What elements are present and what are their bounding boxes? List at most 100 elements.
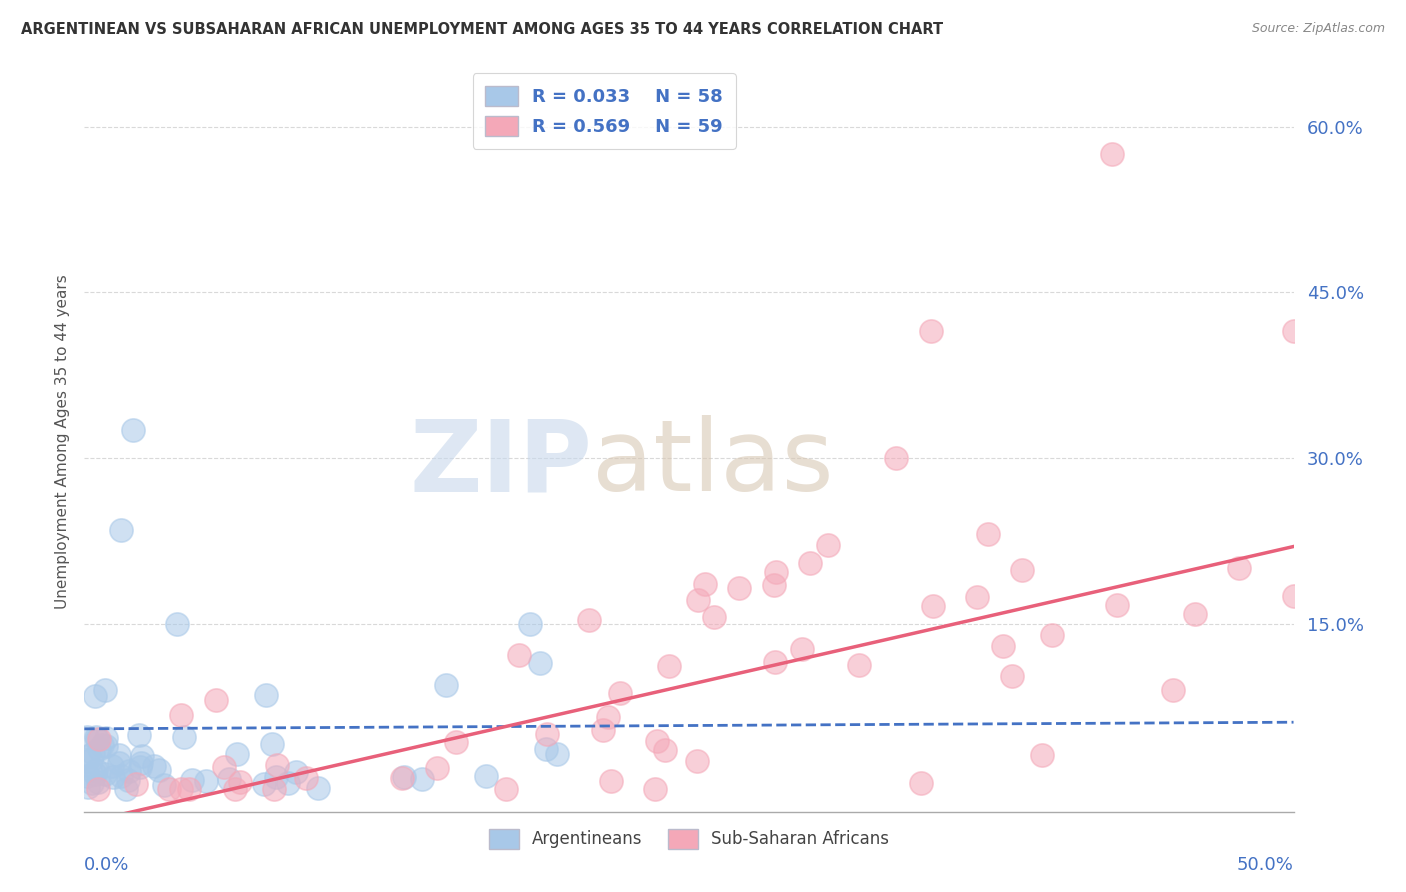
Point xyxy=(529,656,551,670)
Point xyxy=(609,686,631,700)
Point xyxy=(254,688,277,702)
Point xyxy=(96,731,118,745)
Point xyxy=(1161,683,1184,698)
Point xyxy=(148,764,170,778)
Point xyxy=(262,737,284,751)
Point xyxy=(884,450,907,465)
Point xyxy=(166,616,188,631)
Point xyxy=(89,732,111,747)
Point xyxy=(173,730,195,744)
Text: Source: ZipAtlas.com: Source: ZipAtlas.com xyxy=(1251,22,1385,36)
Point xyxy=(87,774,110,789)
Point xyxy=(204,693,226,707)
Point xyxy=(107,748,129,763)
Point xyxy=(266,770,288,784)
Point xyxy=(765,566,787,580)
Point xyxy=(693,576,716,591)
Point xyxy=(977,527,1000,541)
Point xyxy=(599,773,621,788)
Point xyxy=(1031,748,1053,763)
Point xyxy=(110,523,132,537)
Point xyxy=(277,776,299,790)
Point xyxy=(153,778,176,792)
Point xyxy=(1107,598,1129,612)
Point xyxy=(922,599,945,613)
Point xyxy=(82,746,104,760)
Point xyxy=(101,759,124,773)
Point xyxy=(411,772,433,786)
Point xyxy=(229,774,252,789)
Point xyxy=(294,771,316,785)
Point xyxy=(177,781,200,796)
Point xyxy=(799,556,821,570)
Point xyxy=(114,781,136,796)
Point xyxy=(117,772,139,787)
Point xyxy=(1040,628,1063,642)
Legend: Argentineans, Sub-Saharan Africans: Argentineans, Sub-Saharan Africans xyxy=(482,822,896,855)
Point xyxy=(194,774,217,789)
Point xyxy=(86,730,108,744)
Point xyxy=(519,616,541,631)
Point xyxy=(391,771,413,785)
Point xyxy=(546,747,568,761)
Point xyxy=(86,732,108,747)
Point xyxy=(728,581,751,595)
Point xyxy=(83,689,105,703)
Point xyxy=(214,760,236,774)
Point xyxy=(129,760,152,774)
Point xyxy=(266,757,288,772)
Point xyxy=(688,593,710,607)
Point xyxy=(76,769,98,783)
Text: ZIP: ZIP xyxy=(409,416,592,512)
Point xyxy=(110,769,132,783)
Point xyxy=(83,766,105,780)
Point xyxy=(658,659,681,673)
Point xyxy=(1282,324,1305,338)
Text: ARGENTINEAN VS SUBSAHARAN AFRICAN UNEMPLOYMENT AMONG AGES 35 TO 44 YEARS CORRELA: ARGENTINEAN VS SUBSAHARAN AFRICAN UNEMPL… xyxy=(21,22,943,37)
Point xyxy=(1101,147,1123,161)
Point xyxy=(94,767,117,781)
Point xyxy=(817,538,839,552)
Point xyxy=(654,742,676,756)
Point xyxy=(444,735,467,749)
Point xyxy=(848,658,870,673)
Text: 50.0%: 50.0% xyxy=(1237,856,1294,874)
Text: 0.0%: 0.0% xyxy=(84,856,129,874)
Point xyxy=(128,727,150,741)
Point xyxy=(96,739,118,754)
Point xyxy=(703,609,725,624)
Point xyxy=(101,770,124,784)
Point xyxy=(920,324,942,338)
Point xyxy=(307,781,329,796)
Point xyxy=(77,748,100,763)
Point xyxy=(508,648,530,662)
Point xyxy=(125,776,148,790)
Point xyxy=(578,613,600,627)
Point xyxy=(993,639,1015,653)
Point xyxy=(263,781,285,796)
Point xyxy=(534,742,557,756)
Point xyxy=(170,707,193,722)
Point xyxy=(763,577,786,591)
Point xyxy=(1227,561,1250,575)
Point xyxy=(392,770,415,784)
Point xyxy=(224,781,246,796)
Point xyxy=(645,734,668,748)
Point xyxy=(84,763,107,777)
Point xyxy=(82,775,104,789)
Point xyxy=(495,781,517,796)
Point xyxy=(87,741,110,756)
Text: atlas: atlas xyxy=(592,416,834,512)
Point xyxy=(1184,607,1206,621)
Point xyxy=(686,754,709,768)
Point xyxy=(536,726,558,740)
Point xyxy=(170,781,193,796)
Point xyxy=(76,754,98,768)
Point xyxy=(121,424,143,438)
Point xyxy=(129,756,152,770)
Point xyxy=(644,781,666,796)
Point xyxy=(94,682,117,697)
Point xyxy=(763,655,786,669)
Point xyxy=(76,730,98,744)
Point xyxy=(285,765,308,780)
